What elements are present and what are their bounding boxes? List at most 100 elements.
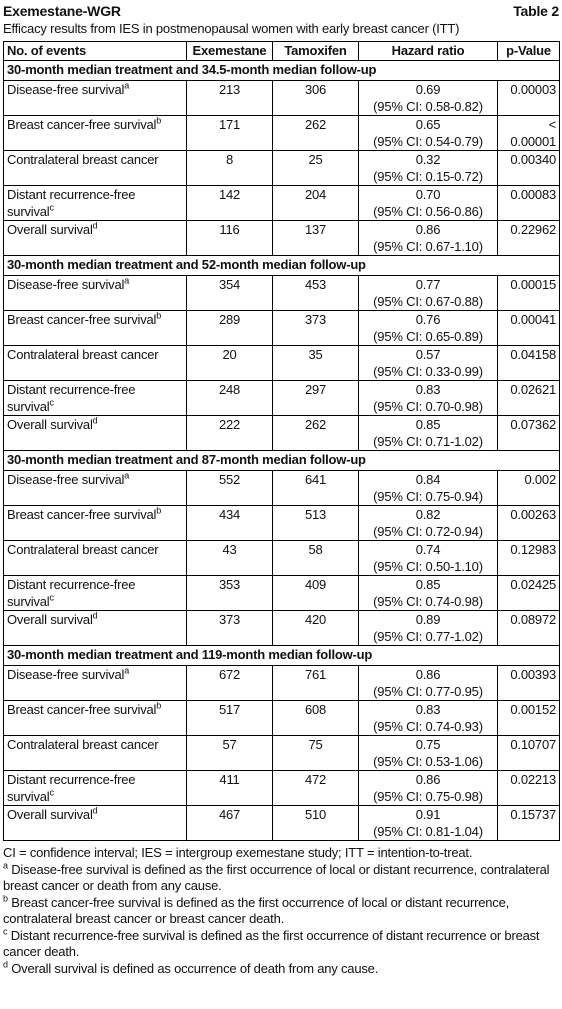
hazard-ratio-cell: 0.75 (95% CI: 0.53-1.06) [358,735,498,771]
data-row: Contralateral breast cancer 43 58 0.74 (95% … [3,540,560,576]
confidence-interval: (95% CI: 0.33-0.99) [373,364,483,379]
data-row: Breast cancer-free survivalb 171 262 0.65 (9… [3,115,560,151]
row-label: Distant recurrence-free survival [7,577,136,609]
row-label-cell: Contralateral breast cancer [3,150,187,186]
p-value: 0.08972 [497,610,560,646]
data-row: Disease-free survivala 672 761 0.86 (95% CI:… [3,665,560,701]
footnote-marker: b [156,505,162,516]
tamoxifen-events: 453 [272,275,359,311]
section-row: 30-month median treatment and 34.5-month… [3,60,560,81]
hazard-ratio: 0.86 [415,222,441,237]
exemestane-events: 171 [186,115,273,151]
hazard-ratio-cell: 0.86 (95% CI: 0.77-0.95) [358,665,498,701]
p-value: < 0.00001 [497,115,560,151]
footnote-marker: a [124,275,129,286]
p-value: 0.04158 [497,345,560,381]
data-row: Contralateral breast cancer 8 25 0.32 (95% C… [3,150,560,186]
p-value: 0.22962 [497,220,560,256]
footnote-text: Distant recurrence-free survival is defi… [3,928,540,959]
row-label-cell: Contralateral breast cancer [3,345,187,381]
row-label: Disease-free survival [7,667,125,682]
confidence-interval: (95% CI: 0.53-1.06) [373,754,483,769]
footnote-marker: c [49,397,54,408]
row-label: Disease-free survival [7,472,125,487]
confidence-interval: (95% CI: 0.72-0.94) [373,524,483,539]
section-heading: 30-month median treatment and 52-month m… [3,255,560,276]
row-label: Disease-free survival [7,277,125,292]
p-value: 0.10707 [497,735,560,771]
row-label: Overall survival [7,807,93,822]
exemestane-events: 672 [186,665,273,701]
tamoxifen-events: 58 [272,540,359,576]
row-label-cell: Distant recurrence-free survivalc [3,380,187,416]
footnote-marker: d [92,415,98,426]
row-label-cell: Disease-free survivala [3,80,187,116]
exemestane-events: 411 [186,770,273,806]
hazard-ratio: 0.89 [415,612,441,627]
row-label-cell: Breast cancer-free survivalb [3,310,187,346]
confidence-interval: (95% CI: 0.71-1.02) [373,434,483,449]
footnote-marker: b [156,310,162,321]
footnote-marker: a [124,80,129,91]
confidence-interval: (95% CI: 0.75-0.94) [373,489,483,504]
exemestane-events: 434 [186,505,273,541]
row-label: Contralateral breast cancer [7,737,159,752]
footnote-marker: c [49,202,54,213]
footnote-text: Breast cancer-free survival is defined a… [3,895,510,926]
footnotes: CI = confidence interval; IES = intergro… [3,845,559,977]
tamoxifen-events: 204 [272,185,359,221]
hazard-ratio: 0.86 [415,772,441,787]
p-value: 0.00263 [497,505,560,541]
p-value: 0.00340 [497,150,560,186]
confidence-interval: (95% CI: 0.15-0.72) [373,169,483,184]
confidence-interval: (95% CI: 0.70-0.98) [373,399,483,414]
header: Exemestane-WGR Table 2 [3,3,559,20]
p-value: 0.02621 [497,380,560,416]
tamoxifen-events: 262 [272,415,359,451]
row-label-cell: Breast cancer-free survivalb [3,700,187,736]
footnote-marker: b [156,115,162,126]
row-label-cell: Distant recurrence-free survivalc [3,575,187,611]
footnote: b Breast cancer-free survival is defined… [3,894,559,927]
hazard-ratio-cell: 0.86 (95% CI: 0.67-1.10) [358,220,498,256]
row-label-cell: Disease-free survivala [3,275,187,311]
row-label-cell: Disease-free survivala [3,665,187,701]
document: Exemestane-WGR Table 2 Efficacy results … [3,3,560,977]
row-label: Distant recurrence-free survival [7,382,136,414]
tamoxifen-events: 409 [272,575,359,611]
hazard-ratio-cell: 0.86 (95% CI: 0.75-0.98) [358,770,498,806]
exemestane-events: 222 [186,415,273,451]
exemestane-events: 248 [186,380,273,416]
footnote: d Overall survival is defined as occurre… [3,960,559,977]
footnote-marker: d [92,610,98,621]
hazard-ratio-cell: 0.84 (95% CI: 0.75-0.94) [358,470,498,506]
row-label-cell: Breast cancer-free survivalb [3,115,187,151]
footnote-marker: a [3,860,8,871]
data-row: Distant recurrence-free survivalc 248 297 0… [3,380,560,416]
tamoxifen-events: 137 [272,220,359,256]
footnote-marker: d [92,805,98,816]
data-row: Disease-free survivala 552 641 0.84 (95% CI:… [3,470,560,506]
tamoxifen-events: 472 [272,770,359,806]
section-heading: 30-month median treatment and 34.5-month… [3,60,560,81]
data-row: Distant recurrence-free survivalc 353 409 0… [3,575,560,611]
p-value: 0.00015 [497,275,560,311]
section-row: 30-month median treatment and 87-month m… [3,450,560,471]
footnote-marker: d [92,220,98,231]
hazard-ratio-cell: 0.85 (95% CI: 0.71-1.02) [358,415,498,451]
exemestane-events: 57 [186,735,273,771]
row-label: Contralateral breast cancer [7,347,159,362]
p-value: 0.00083 [497,185,560,221]
row-label: Breast cancer-free survival [7,117,157,132]
confidence-interval: (95% CI: 0.74-0.98) [373,594,483,609]
confidence-interval: (95% CI: 0.75-0.98) [373,789,483,804]
row-label-cell: Disease-free survivala [3,470,187,506]
exemestane-events: 213 [186,80,273,116]
row-label: Contralateral breast cancer [7,542,159,557]
confidence-interval: (95% CI: 0.81-1.04) [373,824,483,839]
hazard-ratio-cell: 0.89 (95% CI: 0.77-1.02) [358,610,498,646]
data-row: Breast cancer-free survivalb 434 513 0.82 (9… [3,505,560,541]
hazard-ratio-cell: 0.76 (95% CI: 0.65-0.89) [358,310,498,346]
data-row: Disease-free survivala 354 453 0.77 (95% CI:… [3,275,560,311]
tamoxifen-events: 513 [272,505,359,541]
